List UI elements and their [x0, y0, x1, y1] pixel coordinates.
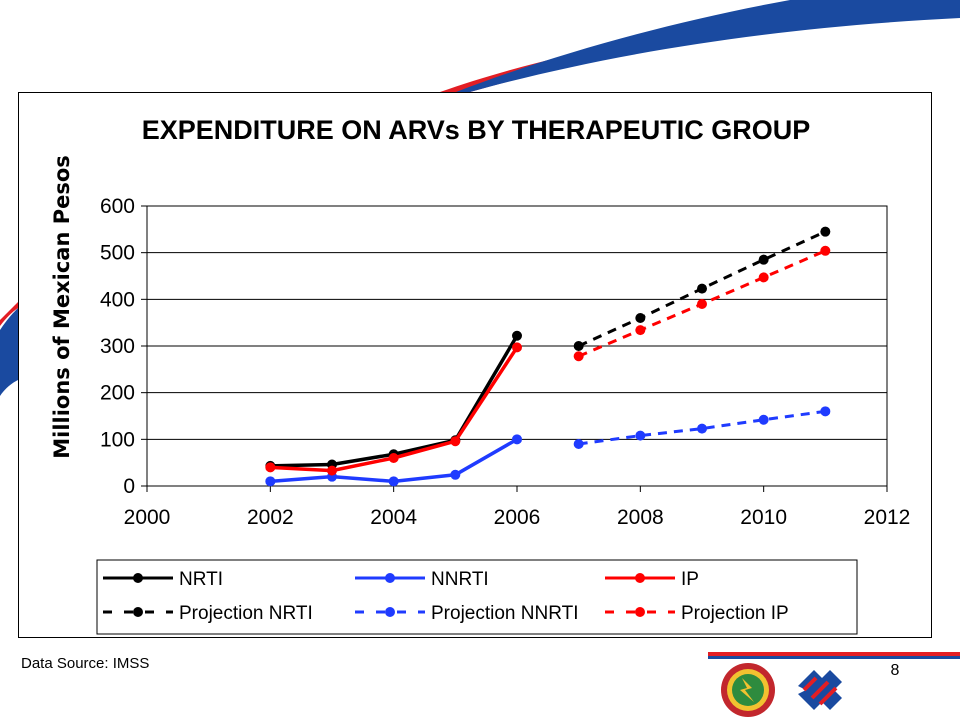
data-point — [512, 330, 522, 341]
data-point — [820, 406, 831, 417]
legend-marker — [635, 607, 645, 617]
legend-marker — [385, 607, 395, 617]
data-point — [635, 430, 646, 441]
data-point — [512, 434, 522, 445]
legend-marker — [385, 573, 395, 583]
data-point — [635, 313, 646, 323]
x-tick-label: 2010 — [740, 506, 787, 529]
data-point — [450, 469, 461, 480]
y-tick-label: 300 — [100, 335, 135, 358]
data-point — [265, 462, 276, 473]
data-point — [697, 283, 707, 294]
x-tick-label: 2012 — [864, 506, 911, 529]
chart-frame: EXPENDITURE ON ARVs BY THERAPEUTIC GROUP… — [18, 92, 932, 638]
legend-label: Projection IP — [681, 603, 789, 624]
legend-marker — [635, 573, 645, 583]
data-point — [758, 414, 769, 425]
legend-marker — [133, 573, 143, 583]
data-point — [265, 476, 276, 487]
left-blue-swoosh — [0, 308, 18, 396]
y-axis-label: Millions of Mexican Pesos — [50, 155, 74, 459]
data-point — [758, 272, 769, 283]
x-tick-label: 2006 — [494, 506, 541, 529]
data-point — [573, 351, 584, 362]
y-tick-label: 600 — [100, 195, 135, 218]
data-point — [388, 476, 399, 487]
left-red-swoosh — [0, 302, 18, 326]
y-tick-label: 0 — [123, 475, 135, 498]
data-point — [635, 325, 646, 336]
legend-label: Projection NNRTI — [431, 603, 578, 624]
expenditure-line-chart: EXPENDITURE ON ARVs BY THERAPEUTIC GROUP… — [50, 115, 910, 635]
legend: NRTI NNRTI IP Projection NRTI Projection NNR… — [96, 559, 858, 635]
legend-label: IP — [681, 569, 699, 590]
legend-label: Projection NRTI — [179, 603, 313, 624]
data-point — [327, 465, 337, 476]
legend-label: NRTI — [179, 569, 223, 590]
data-source-note: Data Source: IMSS — [21, 655, 150, 672]
data-point — [573, 439, 584, 449]
legend-marker — [133, 607, 143, 617]
top-blue-swoosh — [456, 0, 960, 92]
chart-title: EXPENDITURE ON ARVs BY THERAPEUTIC GROUP — [142, 115, 811, 145]
data-point — [450, 436, 461, 447]
footer-logos — [721, 663, 842, 717]
data-point — [512, 342, 522, 353]
y-tick-label: 500 — [100, 242, 135, 265]
x-tick-label: 2004 — [370, 506, 417, 529]
data-point — [820, 245, 831, 256]
x-tick-label: 2002 — [247, 506, 294, 529]
bottom-blue-line — [708, 656, 960, 659]
y-tick-label: 200 — [100, 382, 135, 405]
data-point — [697, 299, 707, 309]
x-tick-label: 2008 — [617, 506, 664, 529]
legend-box — [96, 559, 858, 635]
y-tick-label: 100 — [100, 428, 135, 451]
data-point — [758, 254, 769, 265]
y-tick-label: 400 — [100, 288, 135, 311]
page-number: 8 — [890, 662, 900, 679]
data-point — [388, 453, 399, 463]
legend-label: NNRTI — [431, 569, 489, 590]
x-tick-label: 2000 — [124, 506, 171, 529]
green-seal-logo — [721, 663, 775, 717]
data-point — [820, 226, 831, 237]
bottom-red-line — [708, 652, 960, 656]
data-point — [697, 423, 707, 434]
imss-logo — [798, 670, 842, 710]
data-point — [573, 341, 584, 351]
plot-area: 0 100 200 300 400 500 600 2000 2002 2004 2006 2008 2… — [100, 195, 910, 529]
